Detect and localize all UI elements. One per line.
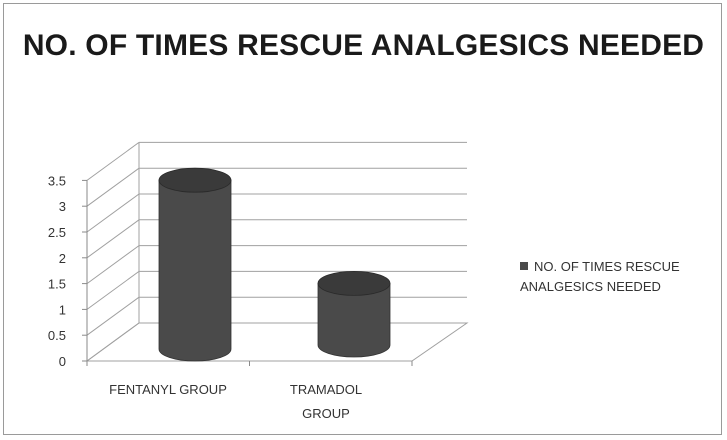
gridline-diagonal bbox=[86, 245, 140, 285]
bar-body bbox=[317, 283, 391, 358]
legend-label: NO. OF TIMES RESCUE ANALGESICS NEEDED bbox=[520, 259, 680, 294]
legend-swatch bbox=[520, 262, 528, 270]
chart-frame bbox=[3, 3, 722, 435]
y-tick-label: 3 bbox=[59, 199, 66, 214]
bar-top bbox=[158, 167, 232, 193]
bar-2 bbox=[317, 270, 391, 358]
chart-legend: NO. OF TIMES RESCUE ANALGESICS NEEDED bbox=[520, 257, 720, 297]
bar-body bbox=[158, 179, 232, 362]
y-tick-label: 2 bbox=[59, 251, 66, 266]
y-tick-label: 0.5 bbox=[48, 328, 66, 343]
chart-title: NO. OF TIMES RESCUE ANALGESICS NEEDED bbox=[0, 26, 727, 65]
gridline-diagonal bbox=[86, 141, 140, 181]
gridline-diagonal bbox=[86, 219, 140, 259]
bar-1 bbox=[158, 167, 232, 362]
y-tick-label: 3.5 bbox=[48, 173, 66, 188]
x-tick-label: TRAMADOL GROUP bbox=[290, 382, 362, 421]
gridline-diagonal bbox=[86, 270, 140, 310]
x-tick-label: FENTANYL GROUP bbox=[109, 382, 227, 397]
gridline-diagonal bbox=[86, 296, 140, 336]
chart-title-text: NO. OF TIMES RESCUE ANALGESICS NEEDED bbox=[22, 29, 705, 62]
y-tick-label: 2.5 bbox=[48, 225, 66, 240]
y-tick-label: 1.5 bbox=[48, 277, 66, 292]
y-tick-label: 0 bbox=[59, 354, 66, 369]
gridline-diagonal bbox=[86, 167, 140, 207]
bar-top bbox=[317, 270, 391, 296]
y-tick-label: 1 bbox=[59, 302, 66, 317]
gridline-diagonal bbox=[86, 193, 140, 233]
chart-floor bbox=[85, 322, 469, 362]
